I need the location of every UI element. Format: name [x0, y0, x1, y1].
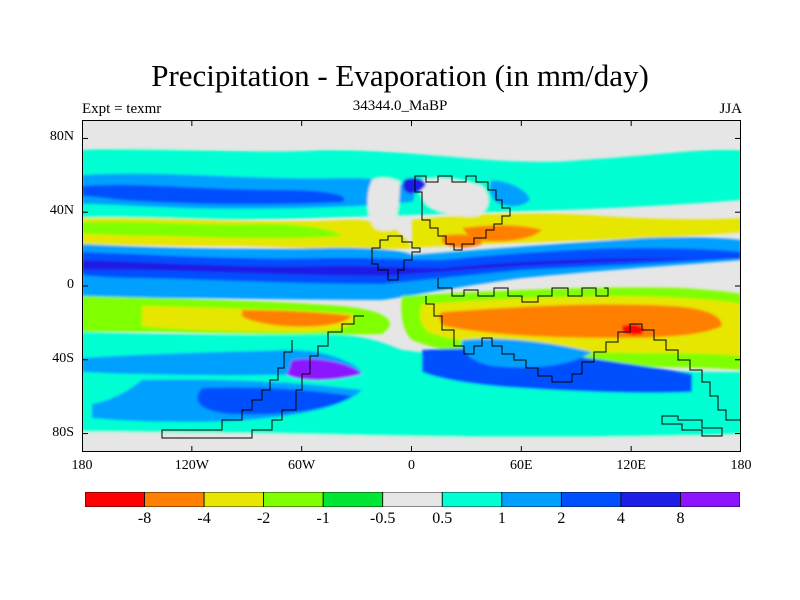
colorbar-swatch — [144, 492, 205, 507]
colorbar-swatch — [85, 492, 145, 507]
colorbar-label: -0.5 — [370, 510, 396, 527]
field-layers — [82, 120, 741, 452]
tick-marks — [82, 120, 741, 452]
y-tick-label: 40S — [52, 350, 74, 366]
x-tick-label: 0 — [408, 458, 415, 473]
y-tick-label: 0 — [67, 277, 74, 292]
x-tick-label: 120E — [616, 458, 646, 473]
y-tick-label: 40N — [49, 203, 74, 219]
colorbar-swatch — [263, 492, 324, 507]
colorbar-label: 1 — [497, 510, 506, 527]
colorbar-label: -2 — [256, 510, 271, 527]
x-tick-label: 60E — [510, 458, 533, 473]
experiment-label: Expt = texmr — [82, 101, 162, 117]
colorbar-label: 4 — [616, 510, 625, 527]
colorbar-swatch — [203, 492, 265, 507]
season-label: JJA — [719, 101, 742, 117]
y-tick-label: 80N — [49, 129, 74, 145]
x-tick-label: 60W — [288, 458, 316, 473]
plot-title: Precipitation - Evaporation (in mm/day) — [151, 58, 649, 93]
colorbar-label: -8 — [137, 510, 152, 527]
colorbar-swatch — [382, 492, 443, 507]
colorbar — [85, 492, 740, 507]
y-tick-label: 80S — [52, 424, 74, 440]
precip-evap-map — [82, 120, 741, 452]
colorbar-swatch — [441, 492, 503, 507]
x-tick-label: 180 — [730, 458, 752, 473]
colorbar-label: 8 — [676, 510, 685, 527]
colorbar-label: -1 — [316, 510, 330, 527]
coastlines — [161, 175, 741, 439]
colorbar-swatch — [620, 492, 681, 507]
colorbar-label: -4 — [197, 510, 211, 527]
colorbar-label: 0.5 — [432, 510, 453, 527]
colorbar-label: 2 — [557, 510, 566, 527]
x-tick-label: 120W — [174, 458, 209, 473]
colorbar-swatch — [680, 492, 740, 507]
colorbar-swatch — [501, 492, 562, 507]
x-tick-label: 180 — [71, 458, 93, 473]
colorbar-swatch — [322, 492, 384, 507]
colorbar-swatch — [560, 492, 622, 507]
time-label: 34344.0_MaBP — [352, 98, 448, 114]
